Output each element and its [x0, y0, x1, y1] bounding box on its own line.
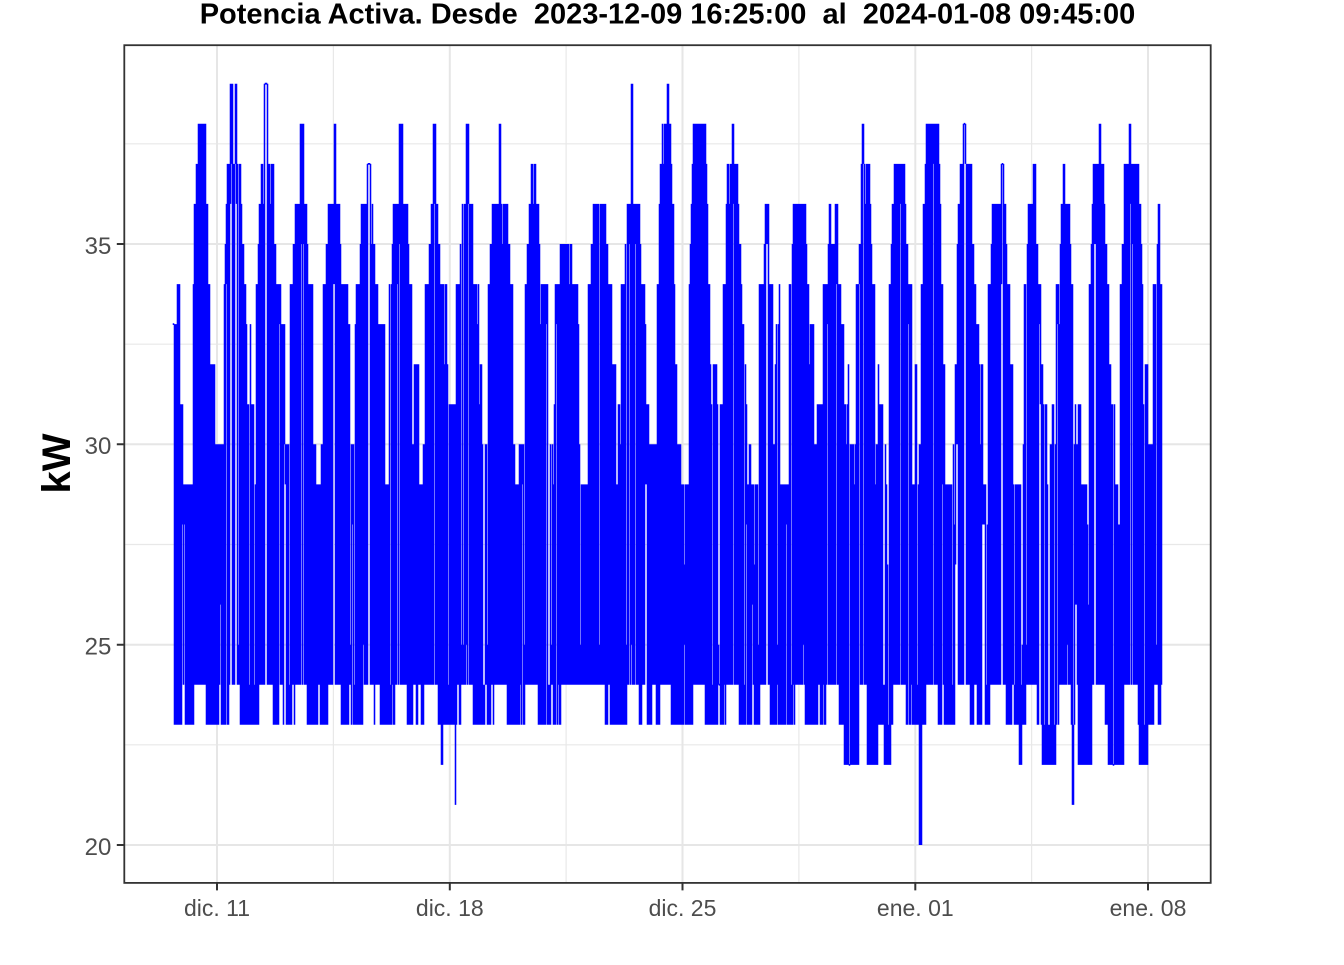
svg-text:ene. 08: ene. 08 — [1110, 895, 1187, 921]
svg-text:kW: kW — [35, 433, 79, 493]
svg-text:dic. 18: dic. 18 — [416, 895, 484, 921]
svg-text:Potencia Activa. Desde 2023-1: Potencia Activa. Desde 2023-12-09 16:25:… — [200, 0, 1136, 31]
svg-text:dic. 11: dic. 11 — [184, 895, 250, 921]
svg-text:25: 25 — [85, 634, 112, 661]
svg-text:20: 20 — [85, 834, 112, 861]
svg-text:ene. 01: ene. 01 — [877, 895, 954, 921]
svg-text:30: 30 — [85, 433, 112, 460]
svg-text:35: 35 — [85, 233, 112, 260]
svg-text:dic. 25: dic. 25 — [649, 895, 717, 921]
